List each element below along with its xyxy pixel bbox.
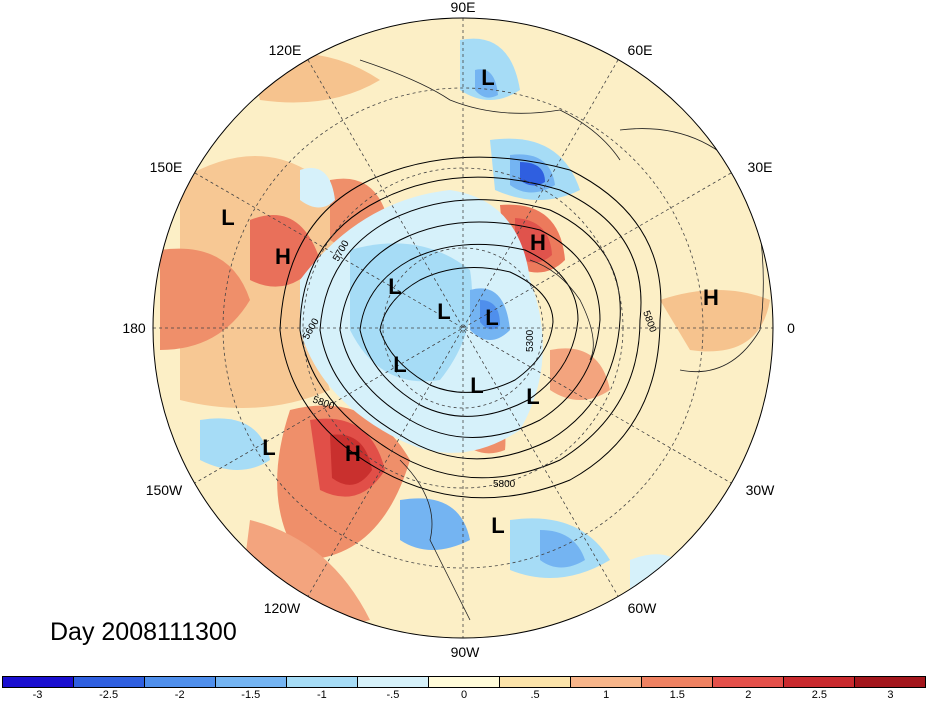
lon-label-90e: 90E [451,0,476,15]
colorbar-swatch [642,677,713,687]
colorbar-tick-label: 2.5 [811,689,828,701]
colorbar-tick-label: 1 [603,689,610,701]
high-center: H [530,230,546,255]
lon-label-150e: 150E [150,159,183,175]
colorbar-swatch [500,677,571,687]
colorbar-tick-label: 0 [460,689,468,701]
colorbar-swatches [2,676,926,688]
lon-label-150w: 150W [146,482,183,498]
colorbar-swatch [784,677,855,687]
low-center: L [470,373,483,398]
longitude-labels: 90E 60E 30E 0 30W 60W 90W 120W 150W 180 … [122,0,795,660]
colorbar-swatch [145,677,216,687]
colorbar-swatch [571,677,642,687]
lon-label-90w: 90W [451,644,481,660]
low-center: L [526,384,539,409]
contour-label: 5800 [493,479,516,490]
colorbar-tick-label: -1 [316,689,327,701]
colorbar-tick-label: .5 [530,689,540,701]
colorbar-swatch [74,677,145,687]
low-center: L [221,205,234,230]
colorbar-tick-label: -2 [174,689,185,701]
low-center: L [485,305,498,330]
lon-label-120e: 120E [269,42,302,58]
low-center: L [388,274,401,299]
pressure-centers: L H L H L L L L L L H L H L [221,65,719,538]
colorbar: -3 -2.5 -2 -1.5 -1 -.5 0 .5 1 1.5 2 2.5 3 [0,676,928,702]
low-center: L [437,299,450,324]
colorbar-tick-label: 2 [745,689,752,701]
lon-label-30w: 30W [746,482,776,498]
colorbar-swatch [855,677,925,687]
colorbar-swatch [3,677,74,687]
high-center: H [275,244,291,269]
contour-label: 5300 [525,329,536,352]
colorbar-swatch [429,677,500,687]
colorbar-swatch [358,677,429,687]
colorbar-tick-label: -.5 [386,689,400,701]
colorbar-tick-label: -2.5 [99,689,119,701]
low-center: L [393,352,406,377]
low-center: L [262,435,275,460]
map-boundary [152,17,774,639]
lon-label-30e: 30E [748,159,773,175]
colorbar-swatch [216,677,287,687]
lon-label-0: 0 [787,320,795,336]
graticule [153,18,773,638]
colorbar-tick-label: -1.5 [241,689,261,701]
colorbar-tick-label: -3 [32,689,43,701]
lon-label-60e: 60E [628,42,653,58]
date-title: Day 2008111300 [50,618,237,646]
colorbar-tick-label: 1.5 [669,689,685,701]
high-center: L [491,513,504,538]
high-center: H [345,441,361,466]
lon-label-120w: 120W [264,600,301,616]
low-center: L [481,65,494,90]
colorbar-swatch [287,677,358,687]
height-contours [279,156,662,499]
lon-label-60w: 60W [628,600,658,616]
coastlines [359,59,764,621]
colorbar-swatch [713,677,784,687]
colorbar-tick-label: 3 [887,689,894,701]
high-center: H [703,285,719,310]
lon-label-180: 180 [122,320,146,336]
